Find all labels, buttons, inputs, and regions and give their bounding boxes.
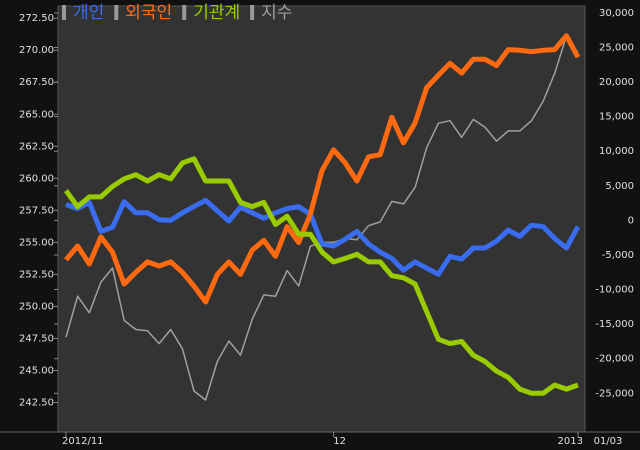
y2-tick-label: 20,000 [599,77,634,88]
plot-area [57,5,586,433]
y2-tick-label: 10,000 [599,146,634,157]
y2-tick-label: -15,000 [595,319,634,330]
legend-marker [114,5,119,20]
y2-tick-label: 30,000 [599,8,634,19]
y-tick-label: 257.50 [19,205,54,216]
legend-marker [250,5,255,20]
y-tick-label: 267.50 [19,77,54,88]
y-tick-label: 245.00 [19,366,54,377]
series-line [64,33,581,305]
series-line [63,156,579,396]
legend-marker [182,5,187,20]
x-tick-label: 12 [333,436,346,447]
x-tick-label: 2012/11 [62,436,104,447]
y-tick-label: 250.00 [19,301,54,312]
y-tick-label: 255.00 [19,237,54,248]
x-tick-label: 2013 [558,436,583,447]
y-tick-label: 247.50 [19,333,54,344]
y-tick-label: 252.50 [19,269,54,280]
date-label: 01/03 [594,436,623,447]
y2-tick-label: -5,000 [602,250,634,261]
y-tick-label: 265.00 [19,109,54,120]
legend-label: 지수 [261,3,292,23]
y-tick-label: 260.00 [19,173,54,184]
y-tick-label: 262.50 [19,141,54,152]
y2-tick-label: -25,000 [595,388,634,399]
y2-tick-label: -10,000 [595,285,634,296]
legend-label: 외국인 [125,3,172,23]
series-line [65,197,581,277]
y-tick-label: 242.50 [19,398,54,409]
y2-tick-label: 25,000 [599,42,634,53]
legend-label: 기관계 [193,3,240,23]
y2-tick-label: 5,000 [605,181,634,192]
y2-tick-label: -20,000 [595,354,634,365]
legend-label: 개인 [73,3,104,23]
y2-tick-label: 15,000 [599,112,634,123]
y-tick-label: 270.00 [19,45,54,56]
legend-marker [62,5,66,20]
y-tick-label: 272.50 [19,13,54,24]
y2-tick-label: 0 [628,215,634,226]
